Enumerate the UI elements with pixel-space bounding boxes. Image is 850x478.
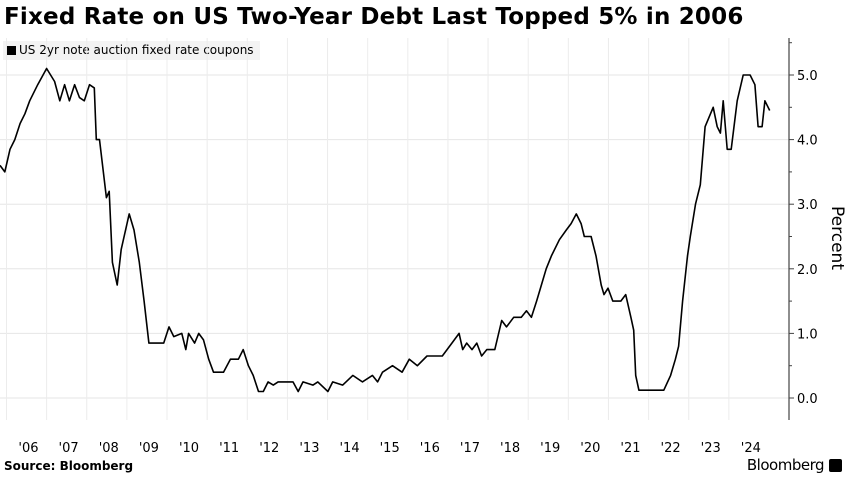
series-line (0, 67, 771, 393)
legend-swatch (7, 45, 16, 55)
legend: US 2yr note auction fixed rate coupons (3, 41, 260, 60)
x-tick-label: '20 (580, 441, 600, 456)
source-note: Source: Bloomberg (4, 459, 134, 473)
y-axis-label: Percent (827, 206, 847, 270)
x-tick-label: '19 (540, 441, 560, 456)
x-tick-label: '09 (139, 441, 159, 456)
x-tick-label: '23 (701, 441, 721, 456)
y-tick-label: 0.0 (797, 392, 818, 407)
x-tick-label: '10 (179, 441, 199, 456)
y-tick-label: 2.0 (797, 263, 818, 278)
x-tick-label: '14 (339, 441, 359, 456)
x-tick-label: '13 (299, 441, 319, 456)
brand-logo: Bloomberg (746, 456, 825, 474)
x-tick-label: '08 (99, 441, 119, 456)
legend-label: US 2yr note auction fixed rate coupons (19, 43, 254, 57)
x-tick-label: '17 (460, 441, 480, 456)
x-tick-label: '12 (259, 441, 279, 456)
bloomberg-icon (829, 459, 842, 472)
x-tick-label: '22 (661, 441, 681, 456)
y-tick-label: 3.0 (797, 198, 818, 213)
x-tick-label: '06 (18, 441, 38, 456)
x-tick-label: '16 (420, 441, 440, 456)
y-tick-label: 1.0 (797, 327, 818, 342)
x-tick-label: '24 (741, 441, 761, 456)
x-tick-label: '11 (219, 441, 239, 456)
x-tick-label: '21 (620, 441, 640, 456)
chart-title: Fixed Rate on US Two-Year Debt Last Topp… (4, 4, 744, 30)
x-tick-label: '07 (59, 441, 79, 456)
y-tick-label: 4.0 (797, 134, 818, 149)
y-tick-label: 5.0 (797, 69, 818, 84)
x-tick-label: '18 (500, 441, 520, 456)
x-tick-label: '15 (380, 441, 400, 456)
